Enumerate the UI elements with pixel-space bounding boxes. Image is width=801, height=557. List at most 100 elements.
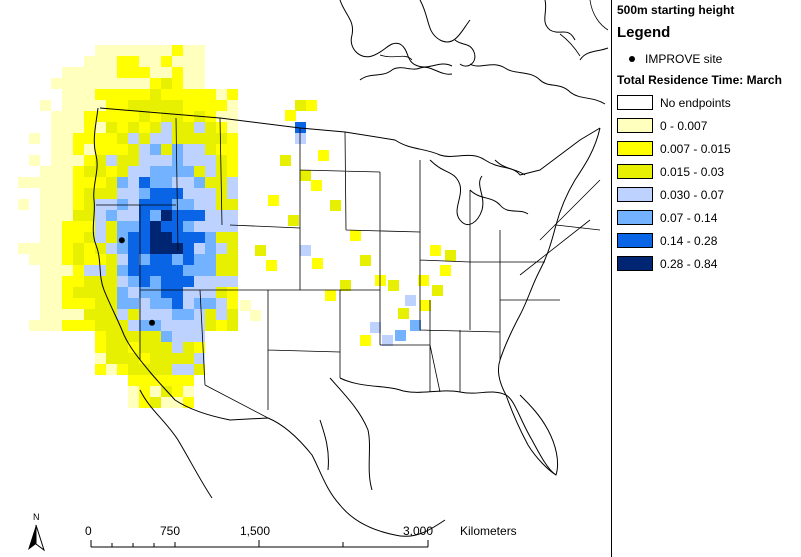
grid-cell (161, 386, 172, 397)
grid-cell (194, 243, 205, 254)
map-canvas[interactable] (0, 0, 610, 557)
grid-cell (161, 56, 172, 67)
grid-cell (318, 150, 329, 161)
grid-cell (194, 199, 205, 210)
grid-cell (194, 100, 205, 111)
grid-cell (194, 309, 205, 320)
grid-cell (73, 67, 84, 78)
grid-cell (194, 364, 205, 375)
grid-cell (172, 287, 183, 298)
grid-cell (205, 89, 216, 100)
grid-cell (161, 155, 172, 166)
grid-cell (106, 111, 117, 122)
improve-site-marker-1[interactable] (149, 319, 155, 326)
grid-cell (172, 133, 183, 144)
grid-cell (172, 386, 183, 397)
grid-cell (40, 199, 51, 210)
grid-cell (106, 155, 117, 166)
grid-cell (150, 232, 161, 243)
grid-cell (62, 320, 73, 331)
grid-cell (139, 155, 150, 166)
grid-cell (216, 111, 227, 122)
legend-panel: 500m starting height Legend IMPROVE site… (611, 0, 801, 557)
grid-cell (172, 78, 183, 89)
grid-cell (183, 298, 194, 309)
grid-cell (84, 188, 95, 199)
map-outlines (92, 0, 609, 537)
grid-cell (183, 397, 194, 408)
grid-cell (73, 89, 84, 100)
grid-cell (84, 144, 95, 155)
grid-cell (95, 45, 106, 56)
grid-cell (128, 133, 139, 144)
grid-cell (40, 254, 51, 265)
rivers-lakes-outline (379, 0, 609, 61)
grid-cell (216, 309, 227, 320)
grid-cell (150, 397, 161, 408)
grid-cell (205, 199, 216, 210)
grid-cell (95, 309, 106, 320)
grid-cell (117, 67, 128, 78)
grid-cell (325, 290, 336, 301)
legend-class-label-5: 0.07 - 0.14 (660, 211, 718, 225)
grid-cell (161, 254, 172, 265)
grid-cell (227, 298, 238, 309)
grid-cell (84, 276, 95, 287)
scale-bar-graphic (28, 524, 429, 552)
grid-cell (117, 221, 128, 232)
grid-cell (95, 243, 106, 254)
grid-cell (139, 188, 150, 199)
grid-cell (40, 243, 51, 254)
grid-cell (227, 155, 238, 166)
grid-cell (183, 221, 194, 232)
grid-cell (250, 310, 261, 321)
scale-tick-0: 0 (85, 524, 92, 538)
grid-cell (128, 89, 139, 100)
grid-cell (205, 243, 216, 254)
grid-cell (194, 210, 205, 221)
grid-cell (139, 364, 150, 375)
grid-cell (194, 78, 205, 89)
grid-cell (194, 166, 205, 177)
grid-cell (150, 89, 161, 100)
scale-tick-1500: 1,500 (240, 524, 271, 538)
grid-cell (106, 298, 117, 309)
grid-cell (73, 188, 84, 199)
grid-cell (29, 254, 40, 265)
grid-cell (205, 100, 216, 111)
grid-cell (51, 309, 62, 320)
grid-cell (227, 309, 238, 320)
legend-swatch-0 (617, 95, 653, 110)
grid-cell (194, 133, 205, 144)
grid-cell (73, 309, 84, 320)
grid-cell (95, 276, 106, 287)
map-panel[interactable]: N 0 750 1,500 3,000 Kilometers (0, 0, 610, 557)
grid-cell (139, 342, 150, 353)
grid-cell (117, 111, 128, 122)
grid-cell (205, 232, 216, 243)
improve-site-marker-0[interactable] (118, 237, 125, 244)
grid-cell (172, 243, 183, 254)
grid-cell (51, 287, 62, 298)
grid-cell (117, 364, 128, 375)
grid-cell (106, 342, 117, 353)
grid-cell (161, 276, 172, 287)
grid-cell (106, 67, 117, 78)
grid-cell (445, 250, 456, 261)
grid-cell (84, 232, 95, 243)
grid-cell (84, 155, 95, 166)
grid-cell (128, 386, 139, 397)
grid-cell (205, 276, 216, 287)
grid-cell (95, 199, 106, 210)
grid-cell (18, 177, 29, 188)
grid-cell (73, 78, 84, 89)
grid-cell (216, 243, 227, 254)
north-arrow-icon (28, 524, 45, 552)
grid-cell (62, 188, 73, 199)
grid-cell (216, 155, 227, 166)
grid-cell (40, 320, 51, 331)
grid-cell (95, 342, 106, 353)
grid-cell (51, 243, 62, 254)
grid-cell (420, 300, 431, 311)
grid-cell (29, 177, 40, 188)
